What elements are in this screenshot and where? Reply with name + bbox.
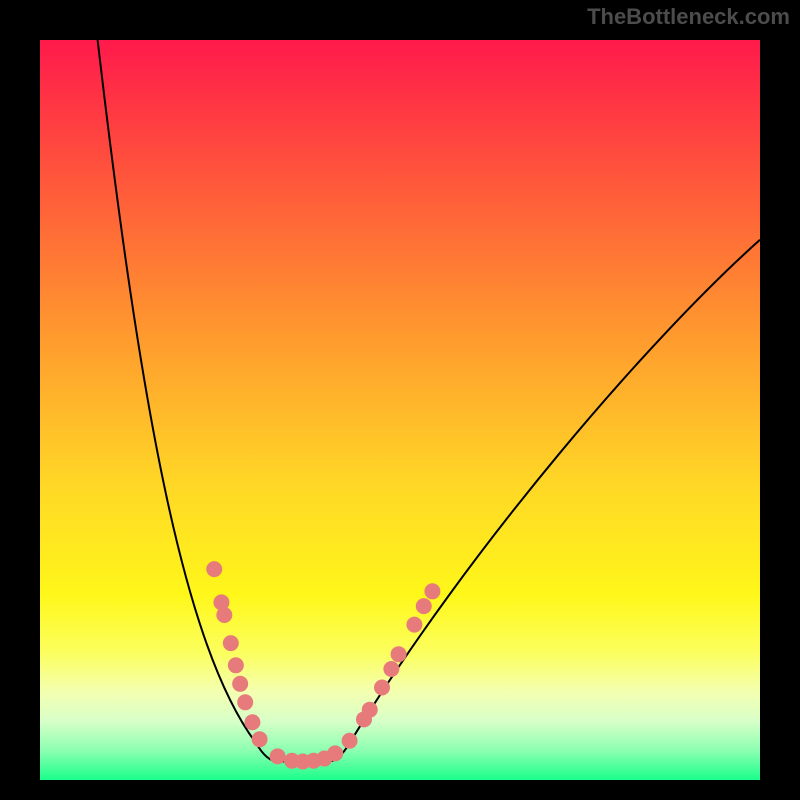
data-marker (424, 583, 440, 599)
watermark-text: TheBottleneck.com (587, 4, 790, 30)
data-marker (252, 731, 268, 747)
data-marker (342, 733, 358, 749)
chart-container: { "watermark": { "text": "TheBottleneck.… (0, 0, 800, 800)
data-marker (232, 676, 248, 692)
data-marker (383, 661, 399, 677)
data-marker (406, 617, 422, 633)
data-marker (244, 714, 260, 730)
data-marker (391, 646, 407, 662)
data-marker (416, 598, 432, 614)
data-marker (223, 635, 239, 651)
data-marker (270, 748, 286, 764)
data-marker (374, 680, 390, 696)
data-marker (237, 694, 253, 710)
data-marker (206, 561, 222, 577)
data-marker (228, 657, 244, 673)
data-marker (216, 607, 232, 623)
data-marker (362, 702, 378, 718)
data-marker (327, 745, 343, 761)
plot-area (40, 40, 760, 780)
chart-svg (0, 0, 800, 800)
